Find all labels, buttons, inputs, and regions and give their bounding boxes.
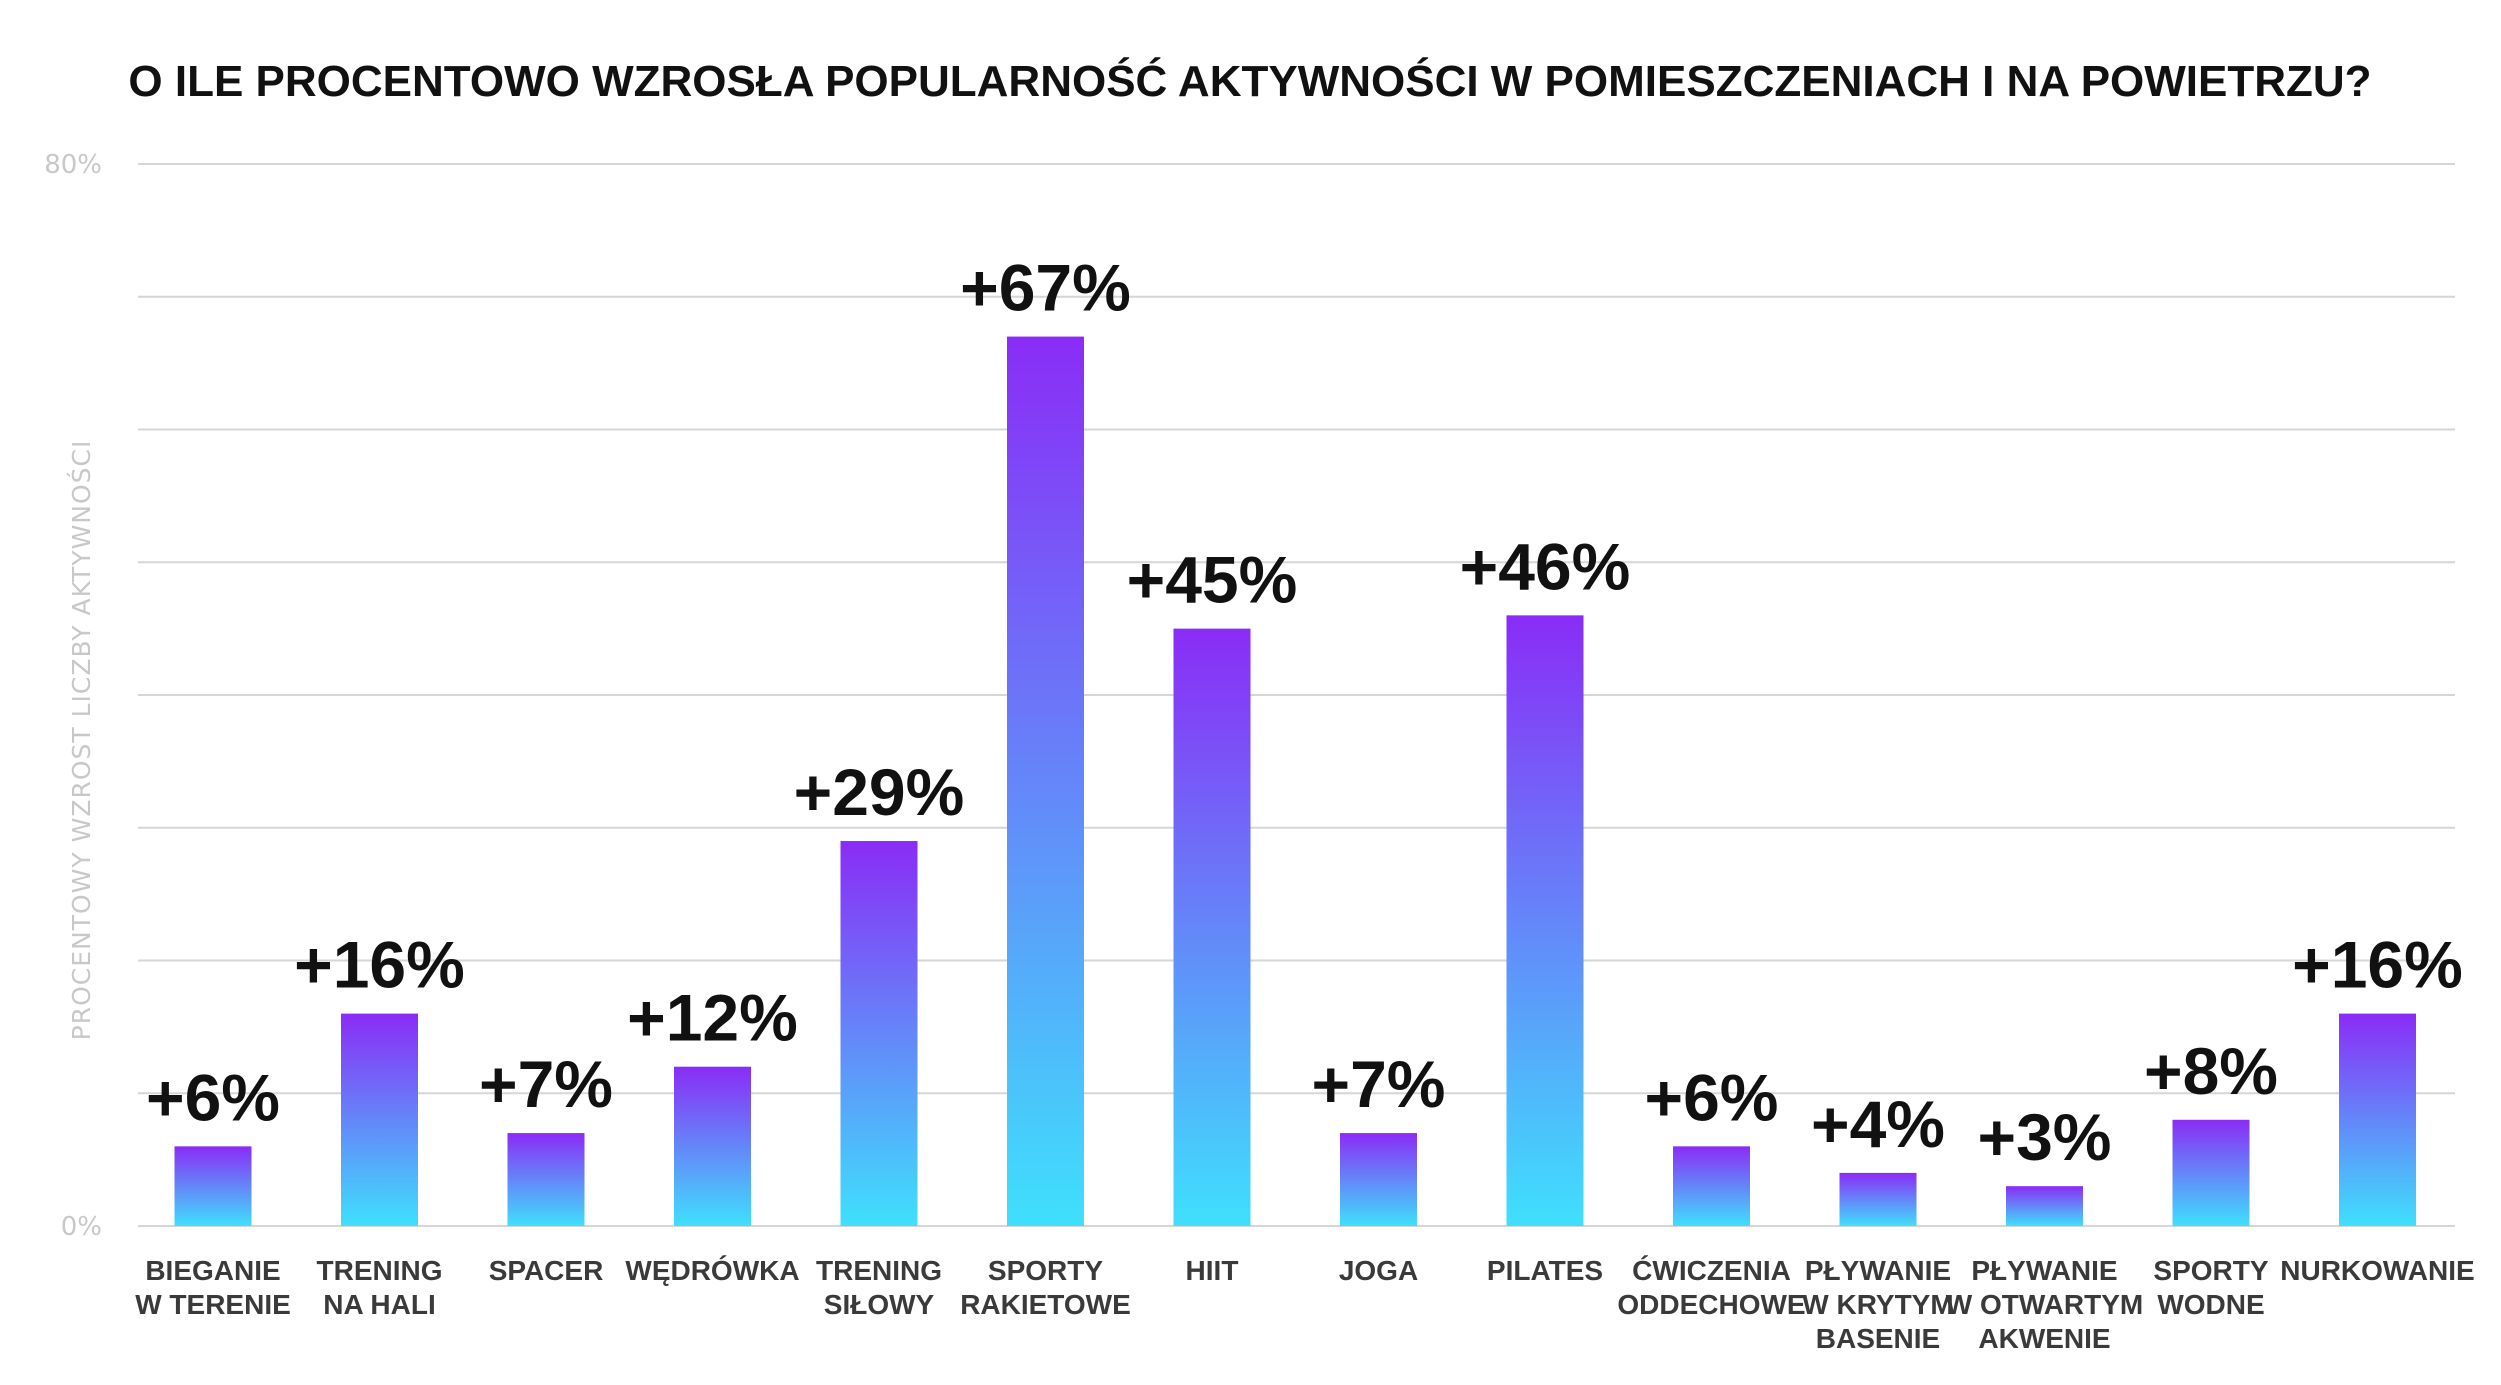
data-label: +67% <box>960 251 1131 325</box>
x-tick-label-line: RAKIETOWE <box>960 1289 1131 1320</box>
y-axis-label: PROCENTOWY WZROST LICZBY AKTYWNOŚCI <box>66 440 96 1041</box>
value-labels: +6%+16%+7%+12%+29%+67%+45%+7%+46%+6% +4% +… <box>146 251 2463 1175</box>
data-label: +46% <box>1460 529 1631 603</box>
x-tick-label: JOGA <box>1339 1255 1418 1286</box>
x-tick-label: PŁYWANIE W KRYTYM BASENIE <box>1802 1255 1953 1354</box>
bar <box>2006 1186 2083 1226</box>
y-tick-label: 80% <box>44 150 102 180</box>
data-label: +16% <box>294 928 465 1002</box>
x-tick-label-line: SPORTY <box>2153 1255 2268 1286</box>
data-label: +7% <box>479 1047 613 1121</box>
data-label: +7% <box>1312 1047 1446 1121</box>
data-label: +4% <box>1811 1087 1945 1161</box>
bar <box>1673 1146 1750 1226</box>
bar <box>1506 615 1584 1226</box>
bar <box>507 1133 585 1226</box>
x-tick-label: PŁYWANIE W OTWARTYM AKWENIE <box>1946 1255 2144 1354</box>
x-tick-label: PILATES <box>1487 1255 1603 1286</box>
y-tick-label: 0% <box>61 1212 102 1242</box>
bar <box>174 1146 252 1226</box>
bar <box>341 1013 418 1226</box>
x-tick-label-line: SPACER <box>489 1255 604 1286</box>
x-tick-label-line: PŁYWANIE <box>1805 1255 1951 1286</box>
x-tick-label-line: AKWENIE <box>1978 1323 2110 1354</box>
x-tick-label: TRENING NA HALI <box>317 1255 443 1320</box>
x-tick-label-line: PILATES <box>1487 1255 1603 1286</box>
bars <box>174 336 2416 1226</box>
bar <box>1340 1133 1417 1226</box>
x-tick-label: ĆWICZENIA ODDECHOWE <box>1617 1255 1805 1320</box>
data-label: +29% <box>794 755 965 829</box>
x-tick-label-line: SIŁOWY <box>824 1289 935 1320</box>
x-tick-label-line: PŁYWANIE <box>1971 1255 2117 1286</box>
x-tick-label-line: W OTWARTYM <box>1946 1289 2144 1320</box>
bar <box>2172 1119 2250 1226</box>
x-tick-label-line: WĘDRÓWKA <box>625 1255 799 1286</box>
gridlines <box>138 163 2455 1227</box>
x-tick-label: NURKOWANIE <box>2280 1255 2474 1286</box>
x-tick-label-line: HIIT <box>1186 1255 1239 1286</box>
data-label: +8% <box>2144 1034 2278 1108</box>
x-tick-label-line: WODNE <box>2157 1289 2264 1320</box>
data-label: +45% <box>1127 543 1298 617</box>
x-tick-label-line: W KRYTYM <box>1802 1289 1953 1320</box>
bar <box>1007 336 1084 1226</box>
bar <box>840 841 918 1226</box>
x-tick-label-line: ĆWICZENIA <box>1632 1255 1791 1286</box>
x-tick-label: TRENING SIŁOWY <box>816 1255 942 1320</box>
data-label: +12% <box>627 981 798 1055</box>
x-tick-label-line: BIEGANIE <box>145 1255 280 1286</box>
x-tick-label-line: NA HALI <box>323 1289 436 1320</box>
x-tick-label: SPACER <box>489 1255 604 1286</box>
bar <box>1839 1172 1917 1226</box>
chart-title: O ILE PROCENTOWO WZROSŁA POPULARNOŚĆ AKT… <box>128 56 2371 106</box>
bar <box>1173 628 1251 1226</box>
x-tick-label-line: ODDECHOWE <box>1617 1289 1805 1320</box>
data-label: +3% <box>1978 1100 2112 1174</box>
x-tick-label: SPORTY RAKIETOWE <box>960 1255 1131 1320</box>
x-tick-label: SPORTY WODNE <box>2153 1255 2268 1320</box>
x-tick-label-line: SPORTY <box>988 1255 1103 1286</box>
x-tick-label-line: W TERENIE <box>135 1289 291 1320</box>
bar <box>674 1066 751 1226</box>
data-label: +6% <box>1645 1060 1779 1134</box>
bar <box>2339 1013 2416 1226</box>
x-tick-label: HIIT <box>1186 1255 1239 1286</box>
x-tick-label: BIEGANIE W TERENIE <box>135 1255 291 1320</box>
x-tick-label-line: JOGA <box>1339 1255 1418 1286</box>
x-tick-label-line: TRENING <box>816 1255 942 1286</box>
x-tick-label-line: NURKOWANIE <box>2280 1255 2474 1286</box>
data-label: +16% <box>2292 928 2463 1002</box>
x-tick-label: WĘDRÓWKA <box>625 1255 799 1286</box>
x-tick-label-line: TRENING <box>317 1255 443 1286</box>
y-axis-ticks: 0% 80% <box>44 150 102 1242</box>
x-tick-label-line: BASENIE <box>1816 1323 1940 1354</box>
data-label: +6% <box>146 1060 280 1134</box>
